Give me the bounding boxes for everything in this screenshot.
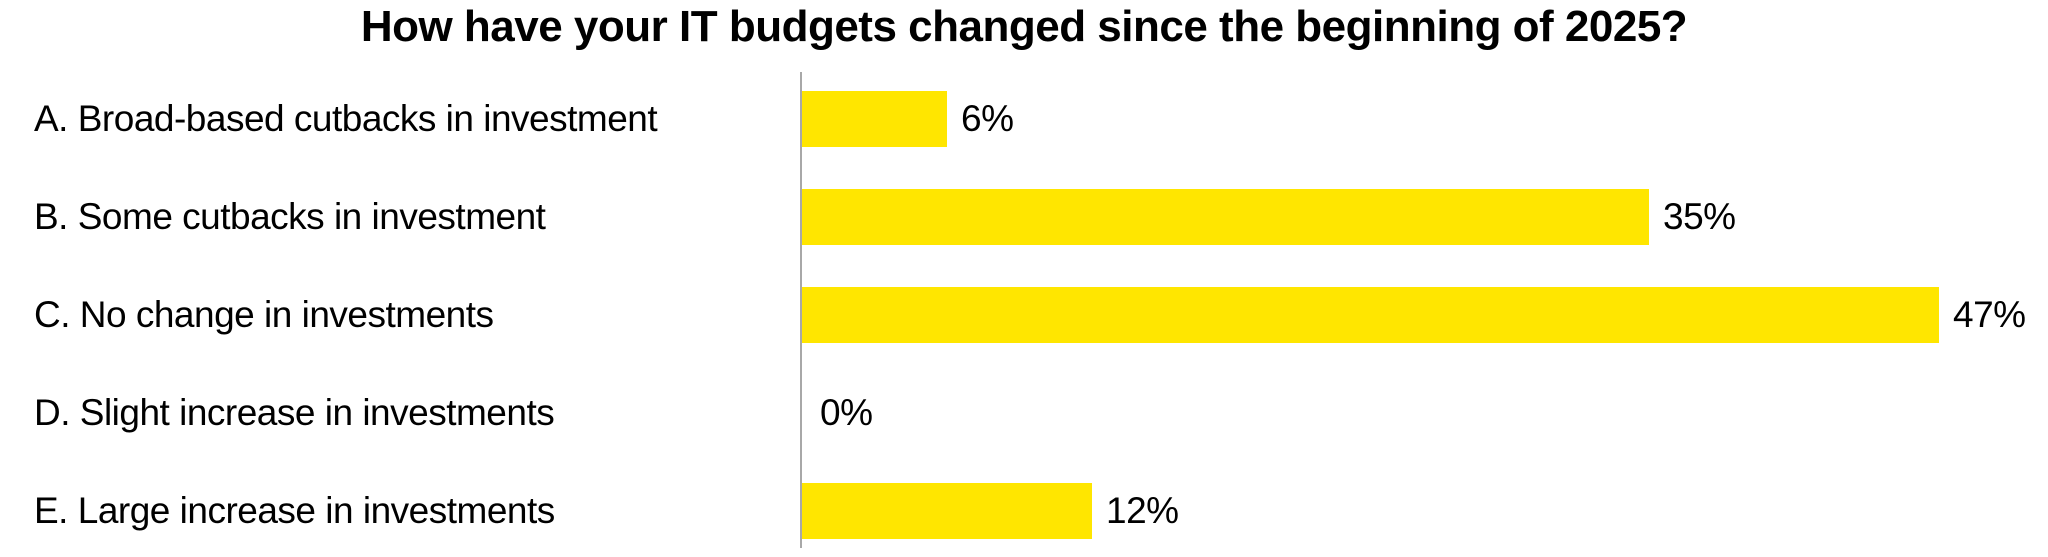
category-label: A. Broad-based cutbacks in investment [34,98,658,139]
value-label: 6% [961,98,1014,139]
bar-area: 0% [767,364,2048,462]
bar-area: 35% [767,168,2048,266]
chart-row: A. Broad-based cutbacks in investment 6% [0,70,2048,168]
value-label: 47% [1953,294,2026,335]
bar [802,287,1939,343]
category-label: C. No change in investments [34,294,494,335]
bar [802,189,1649,245]
bar-rows: A. Broad-based cutbacks in investment 6%… [0,70,2048,557]
bar-area: 6% [767,70,2048,168]
chart-row: B. Some cutbacks in investment 35% [0,168,2048,266]
category-label: B. Some cutbacks in investment [34,196,546,237]
bar [802,483,1092,539]
chart-title: How have your IT budgets changed since t… [360,2,1688,51]
bar [802,91,947,147]
value-label: 35% [1663,196,1736,237]
bar-area: 12% [767,462,2048,557]
value-label: 0% [820,392,873,433]
chart-row: D. Slight increase in investments 0% [0,364,2048,462]
category-label: D. Slight increase in investments [34,392,555,433]
bar-area: 47% [767,266,2048,364]
chart-row: C. No change in investments 47% [0,266,2048,364]
y-axis-line [800,72,802,548]
chart-row: E. Large increase in investments 12% [0,462,2048,557]
value-label: 12% [1106,490,1179,531]
category-label: E. Large increase in investments [34,490,555,531]
